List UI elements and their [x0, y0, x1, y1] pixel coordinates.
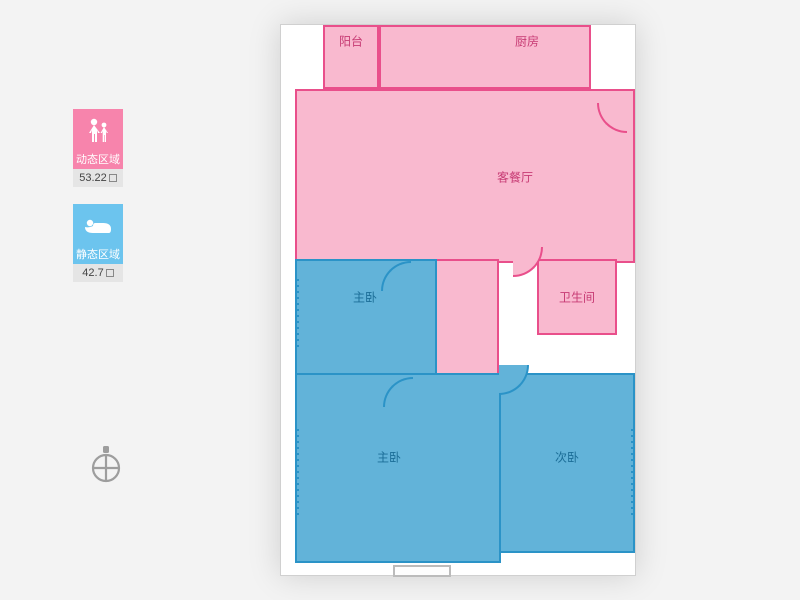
legend-dynamic: 动态区域 53.22	[73, 109, 123, 187]
room-bed1	[295, 259, 437, 375]
window-marker	[295, 277, 299, 347]
room-label-bath: 卫生间	[559, 289, 595, 306]
square-unit-icon	[109, 174, 117, 182]
room-label-balcony: 阳台	[339, 33, 363, 50]
room-label-kitchen: 厨房	[515, 33, 539, 50]
window-marker	[631, 425, 635, 515]
legend-static-value: 42.7	[73, 264, 123, 282]
floorplan: 阳台厨房客餐厅卫生间主卧主卧次卧	[280, 24, 636, 576]
legend-dynamic-value: 53.22	[73, 169, 123, 187]
entrance-marker	[393, 565, 451, 577]
room-label-bed2: 主卧	[377, 449, 401, 466]
room-label-bed3: 次卧	[555, 449, 579, 466]
room-label-living: 客餐厅	[497, 169, 533, 186]
window-marker	[295, 425, 299, 515]
legend-static: 静态区域 42.7	[73, 204, 123, 282]
room-kitchen	[379, 25, 591, 89]
people-icon	[73, 109, 123, 151]
compass-icon	[89, 445, 123, 485]
legend-dynamic-label: 动态区域	[73, 151, 123, 169]
sleep-icon	[73, 204, 123, 246]
legend-static-label: 静态区域	[73, 246, 123, 264]
square-unit-icon	[106, 269, 114, 277]
room-living	[295, 89, 635, 263]
room-label-bed1: 主卧	[353, 289, 377, 306]
